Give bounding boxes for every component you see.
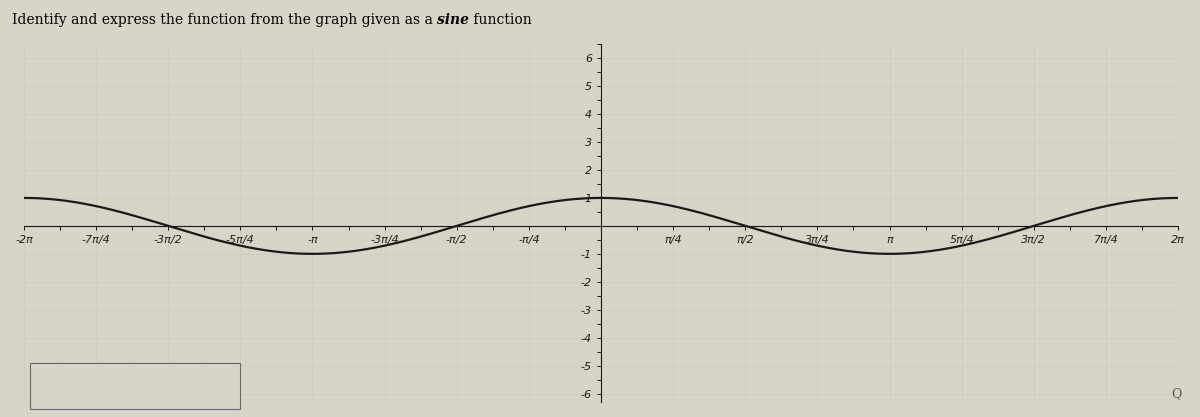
Text: function: function xyxy=(469,13,532,27)
Text: Identify and express the function from the graph given as a: Identify and express the function from t… xyxy=(12,13,437,27)
Text: Q: Q xyxy=(1171,387,1182,400)
Text: sine: sine xyxy=(437,13,469,27)
